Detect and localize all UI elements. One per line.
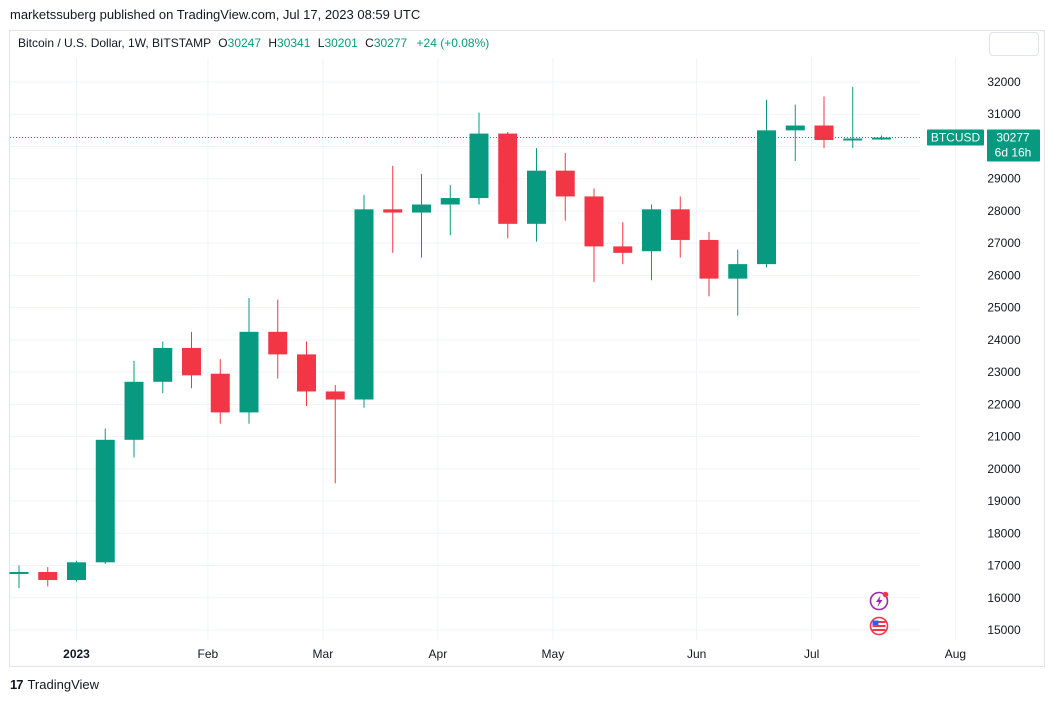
y-tick-label: 16000 bbox=[987, 591, 1021, 605]
y-tick-label: 21000 bbox=[987, 430, 1021, 444]
tradingview-logo-icon[interactable]: 17 bbox=[10, 677, 24, 692]
candle-body bbox=[872, 137, 891, 140]
event-icons bbox=[869, 591, 889, 636]
flag-stripe bbox=[872, 621, 886, 623]
candle-body bbox=[38, 571, 58, 581]
chart-legend: Bitcoin / U.S. Dollar, 1W, BITSTAMP O302… bbox=[18, 36, 489, 50]
y-tick-label: 19000 bbox=[987, 494, 1021, 508]
candle-body bbox=[440, 198, 460, 205]
candle-body bbox=[182, 347, 201, 376]
price-tag-value: 30277 bbox=[996, 131, 1030, 145]
low-value: 30201 bbox=[324, 36, 358, 50]
candle-body bbox=[95, 439, 115, 563]
symbol-tag-bg bbox=[927, 129, 984, 146]
us-flag-event-icon[interactable] bbox=[869, 616, 889, 636]
close-value: 30277 bbox=[373, 36, 408, 50]
x-tick-label: Jun bbox=[687, 647, 706, 661]
candles bbox=[9, 86, 891, 589]
candle-body bbox=[527, 170, 546, 224]
x-tick-label: Aug bbox=[945, 647, 966, 661]
low-label: L bbox=[317, 36, 325, 50]
symbol-tag-label: BTCUSD bbox=[931, 131, 981, 145]
y-tick-label: 27000 bbox=[987, 236, 1021, 250]
x-axis: 2023 Feb Mar Apr May Jun Jul Aug bbox=[63, 647, 966, 661]
y-tick-label: 28000 bbox=[987, 204, 1021, 218]
high-value: 30341 bbox=[277, 36, 311, 50]
candle-body bbox=[210, 373, 230, 413]
lightning-event-icon[interactable] bbox=[869, 591, 889, 611]
candle-body bbox=[412, 204, 431, 213]
x-tick-label: May bbox=[542, 647, 565, 661]
x-tick-label: Jul bbox=[804, 647, 819, 661]
candle-body bbox=[642, 209, 661, 252]
y-tick-label: 25000 bbox=[987, 301, 1021, 315]
candle-body bbox=[67, 562, 86, 581]
price-tag-bg bbox=[987, 129, 1040, 162]
candle-body bbox=[239, 331, 259, 413]
candle-body bbox=[325, 391, 345, 400]
chart-frame bbox=[9, 30, 1045, 667]
high-label: H bbox=[268, 36, 278, 50]
tradingview-brand[interactable]: TradingView bbox=[27, 677, 100, 692]
footer: 17 TradingView bbox=[10, 677, 99, 692]
candle-body bbox=[728, 264, 748, 279]
y-tick-label: 29000 bbox=[987, 172, 1021, 186]
candle-body bbox=[670, 209, 690, 240]
candle-body bbox=[498, 133, 518, 224]
x-tick-label: Feb bbox=[198, 647, 219, 661]
symbol-title[interactable]: Bitcoin / U.S. Dollar, 1W, BITSTAMP bbox=[18, 36, 211, 50]
candle-body bbox=[843, 138, 863, 141]
y-tick-label: 20000 bbox=[987, 462, 1021, 476]
y-tick-label: 24000 bbox=[987, 333, 1021, 347]
x-tick-label: 2023 bbox=[63, 647, 90, 661]
candle-body bbox=[268, 331, 288, 355]
x-tick-label: Mar bbox=[313, 647, 334, 661]
flag-canton bbox=[872, 620, 879, 625]
candle-body bbox=[584, 196, 604, 247]
published-line: marketssuberg published on TradingView.c… bbox=[10, 7, 421, 22]
notification-dot bbox=[882, 591, 889, 598]
y-tick-label: 22000 bbox=[987, 397, 1021, 411]
open-value: 30247 bbox=[227, 36, 262, 50]
candle-body bbox=[383, 209, 403, 213]
x-tick-label: Apr bbox=[429, 647, 448, 661]
candle-body bbox=[613, 246, 633, 253]
candle-body bbox=[9, 571, 29, 574]
y-tick-label: 31000 bbox=[987, 107, 1021, 121]
candle-body bbox=[469, 133, 489, 199]
candle-body bbox=[785, 125, 805, 131]
flag-stripe bbox=[872, 629, 886, 631]
candle-body bbox=[297, 354, 316, 392]
candle-body bbox=[354, 209, 374, 400]
y-tick-label: 15000 bbox=[987, 623, 1021, 637]
y-tick-label: 17000 bbox=[987, 559, 1021, 573]
candle-body bbox=[814, 125, 834, 141]
candle-body bbox=[153, 347, 173, 382]
change-value: +24 (+0.08%) bbox=[416, 36, 490, 50]
y-tick-label: 18000 bbox=[987, 526, 1021, 540]
price-tag-countdown: 6d 16h bbox=[995, 146, 1032, 160]
y-tick-label: 26000 bbox=[987, 268, 1021, 282]
open-label: O bbox=[218, 36, 228, 50]
y-tick-label: 23000 bbox=[987, 365, 1021, 379]
chart-settings-box[interactable] bbox=[989, 32, 1039, 56]
lightning-bolt bbox=[876, 595, 883, 607]
flag-stripe bbox=[872, 625, 886, 627]
y-tick-label: 32000 bbox=[987, 75, 1021, 89]
candle-body bbox=[757, 130, 776, 265]
candle-body bbox=[124, 381, 144, 440]
candle-body bbox=[555, 170, 575, 197]
close-label: C bbox=[365, 36, 374, 50]
candle-body bbox=[699, 239, 719, 279]
